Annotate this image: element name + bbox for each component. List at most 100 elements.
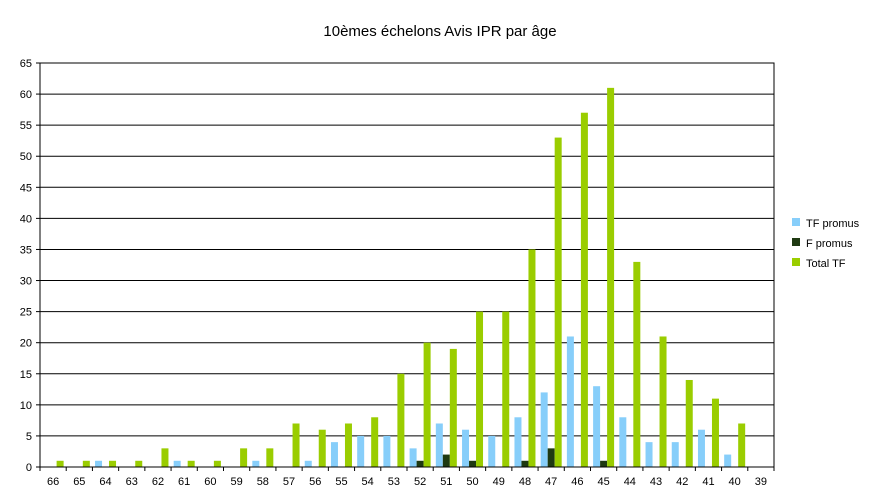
bar-tf-promus <box>566 336 574 467</box>
bar-total-tf <box>240 448 248 467</box>
legend-label: Total TF <box>806 258 846 270</box>
bar-total-tf <box>56 460 64 467</box>
bar-tf-promus <box>645 442 653 467</box>
y-tick-label: 65 <box>20 58 32 70</box>
bar-tf-promus <box>593 386 601 467</box>
x-tick-label: 64 <box>99 476 111 488</box>
bar-f-promus <box>521 460 529 467</box>
bar-tf-promus <box>330 442 338 467</box>
x-tick-label: 49 <box>493 476 505 488</box>
bar-total-tf <box>449 348 457 467</box>
x-tick-label: 51 <box>440 476 452 488</box>
bar-f-promus <box>442 454 450 467</box>
legend-label: F promus <box>806 238 853 250</box>
bar-total-tf <box>187 460 195 467</box>
x-tick-label: 41 <box>702 476 714 488</box>
legend-swatch <box>792 258 800 266</box>
bar-total-tf <box>607 87 615 467</box>
bar-total-tf <box>580 112 588 467</box>
axes <box>39 62 775 471</box>
x-tick-label: 46 <box>571 476 583 488</box>
bar-tf-promus <box>252 460 260 467</box>
bar-tf-promus <box>619 417 627 467</box>
bar-total-tf <box>82 460 90 467</box>
x-tick-label: 58 <box>257 476 269 488</box>
y-tick-label: 60 <box>20 89 32 101</box>
bar-total-tf <box>397 373 405 467</box>
y-tick-label: 35 <box>20 244 32 256</box>
bar-total-tf <box>738 423 746 467</box>
bar-total-tf <box>292 423 300 467</box>
y-tick-label: 20 <box>20 338 32 350</box>
bar-total-tf <box>266 448 274 467</box>
bar-total-tf <box>633 261 641 467</box>
bar-total-tf <box>161 448 169 467</box>
x-tick-label: 39 <box>755 476 767 488</box>
y-tick-label: 40 <box>20 213 32 225</box>
y-tick-label: 0 <box>26 462 32 474</box>
bar-f-promus <box>416 460 424 467</box>
legend-swatch <box>792 218 800 226</box>
x-tick-label: 50 <box>466 476 478 488</box>
bar-tf-promus <box>435 423 443 467</box>
x-tick-labels: 66 65 64 63 62 61 60 59 58 57 56 55 54 53 52 51 50 49 48 47… <box>47 476 767 488</box>
x-tick-label: 66 <box>47 476 59 488</box>
bar-total-tf <box>109 460 117 467</box>
x-tick-label: 42 <box>676 476 688 488</box>
bar-total-tf <box>554 137 562 468</box>
bar-total-tf <box>135 460 143 467</box>
bar-tf-promus <box>383 435 391 467</box>
bar-tf-promus <box>409 448 417 467</box>
y-tick-label: 55 <box>20 120 32 132</box>
x-tick-label: 40 <box>729 476 741 488</box>
bar-tf-promus <box>462 429 470 467</box>
x-tick-label: 62 <box>152 476 164 488</box>
legend-swatch <box>792 238 800 246</box>
bar-f-promus <box>600 460 608 467</box>
legend-label: TF promus <box>806 218 860 230</box>
x-tick-label: 52 <box>414 476 426 488</box>
y-tick-label: 30 <box>20 276 32 288</box>
y-tick-label: 45 <box>20 182 32 194</box>
bar-total-tf <box>528 249 536 467</box>
x-tick-label: 65 <box>73 476 85 488</box>
bar-tf-promus <box>357 435 365 467</box>
bar-tf-promus <box>304 460 312 467</box>
x-tick-label: 53 <box>388 476 400 488</box>
bar-tf-promus <box>697 429 705 467</box>
bar-total-tf <box>476 311 484 467</box>
bar-f-promus <box>547 448 555 467</box>
bar-tf-promus <box>173 460 181 467</box>
x-tick-label: 61 <box>178 476 190 488</box>
x-tick-label: 54 <box>362 476 374 488</box>
y-tick-labels: 0 5 10 15 20 25 30 35 40 45 50 55 60 65 <box>20 58 32 474</box>
x-tick-label: 44 <box>624 476 636 488</box>
x-tick-label: 43 <box>650 476 662 488</box>
x-tick-label: 63 <box>126 476 138 488</box>
y-tick-label: 25 <box>20 307 32 319</box>
bar-tf-promus <box>540 392 548 467</box>
y-tick-label: 10 <box>20 400 32 412</box>
y-tick-label: 5 <box>26 431 32 443</box>
x-tick-label: 59 <box>230 476 242 488</box>
y-tick-label: 50 <box>20 151 32 163</box>
bar-tf-promus <box>514 417 522 467</box>
chart-title: 10èmes échelons Avis IPR par âge <box>323 23 556 40</box>
bar-f-promus <box>469 460 477 467</box>
x-tick-label: 57 <box>283 476 295 488</box>
x-tick-label: 56 <box>309 476 321 488</box>
bar-tf-promus <box>671 442 679 467</box>
bar-tf-promus <box>95 460 103 467</box>
bar-tf-promus <box>724 454 732 467</box>
bars <box>56 87 746 468</box>
x-tick-label: 48 <box>519 476 531 488</box>
bar-total-tf <box>318 429 326 467</box>
bar-tf-promus <box>488 435 496 467</box>
bar-total-tf <box>659 336 667 467</box>
bar-total-tf <box>685 379 693 467</box>
bar-total-tf <box>371 417 379 467</box>
x-tick-label: 55 <box>335 476 347 488</box>
x-tick-label: 60 <box>204 476 216 488</box>
bar-total-tf <box>344 423 352 467</box>
bar-total-tf <box>423 342 431 467</box>
